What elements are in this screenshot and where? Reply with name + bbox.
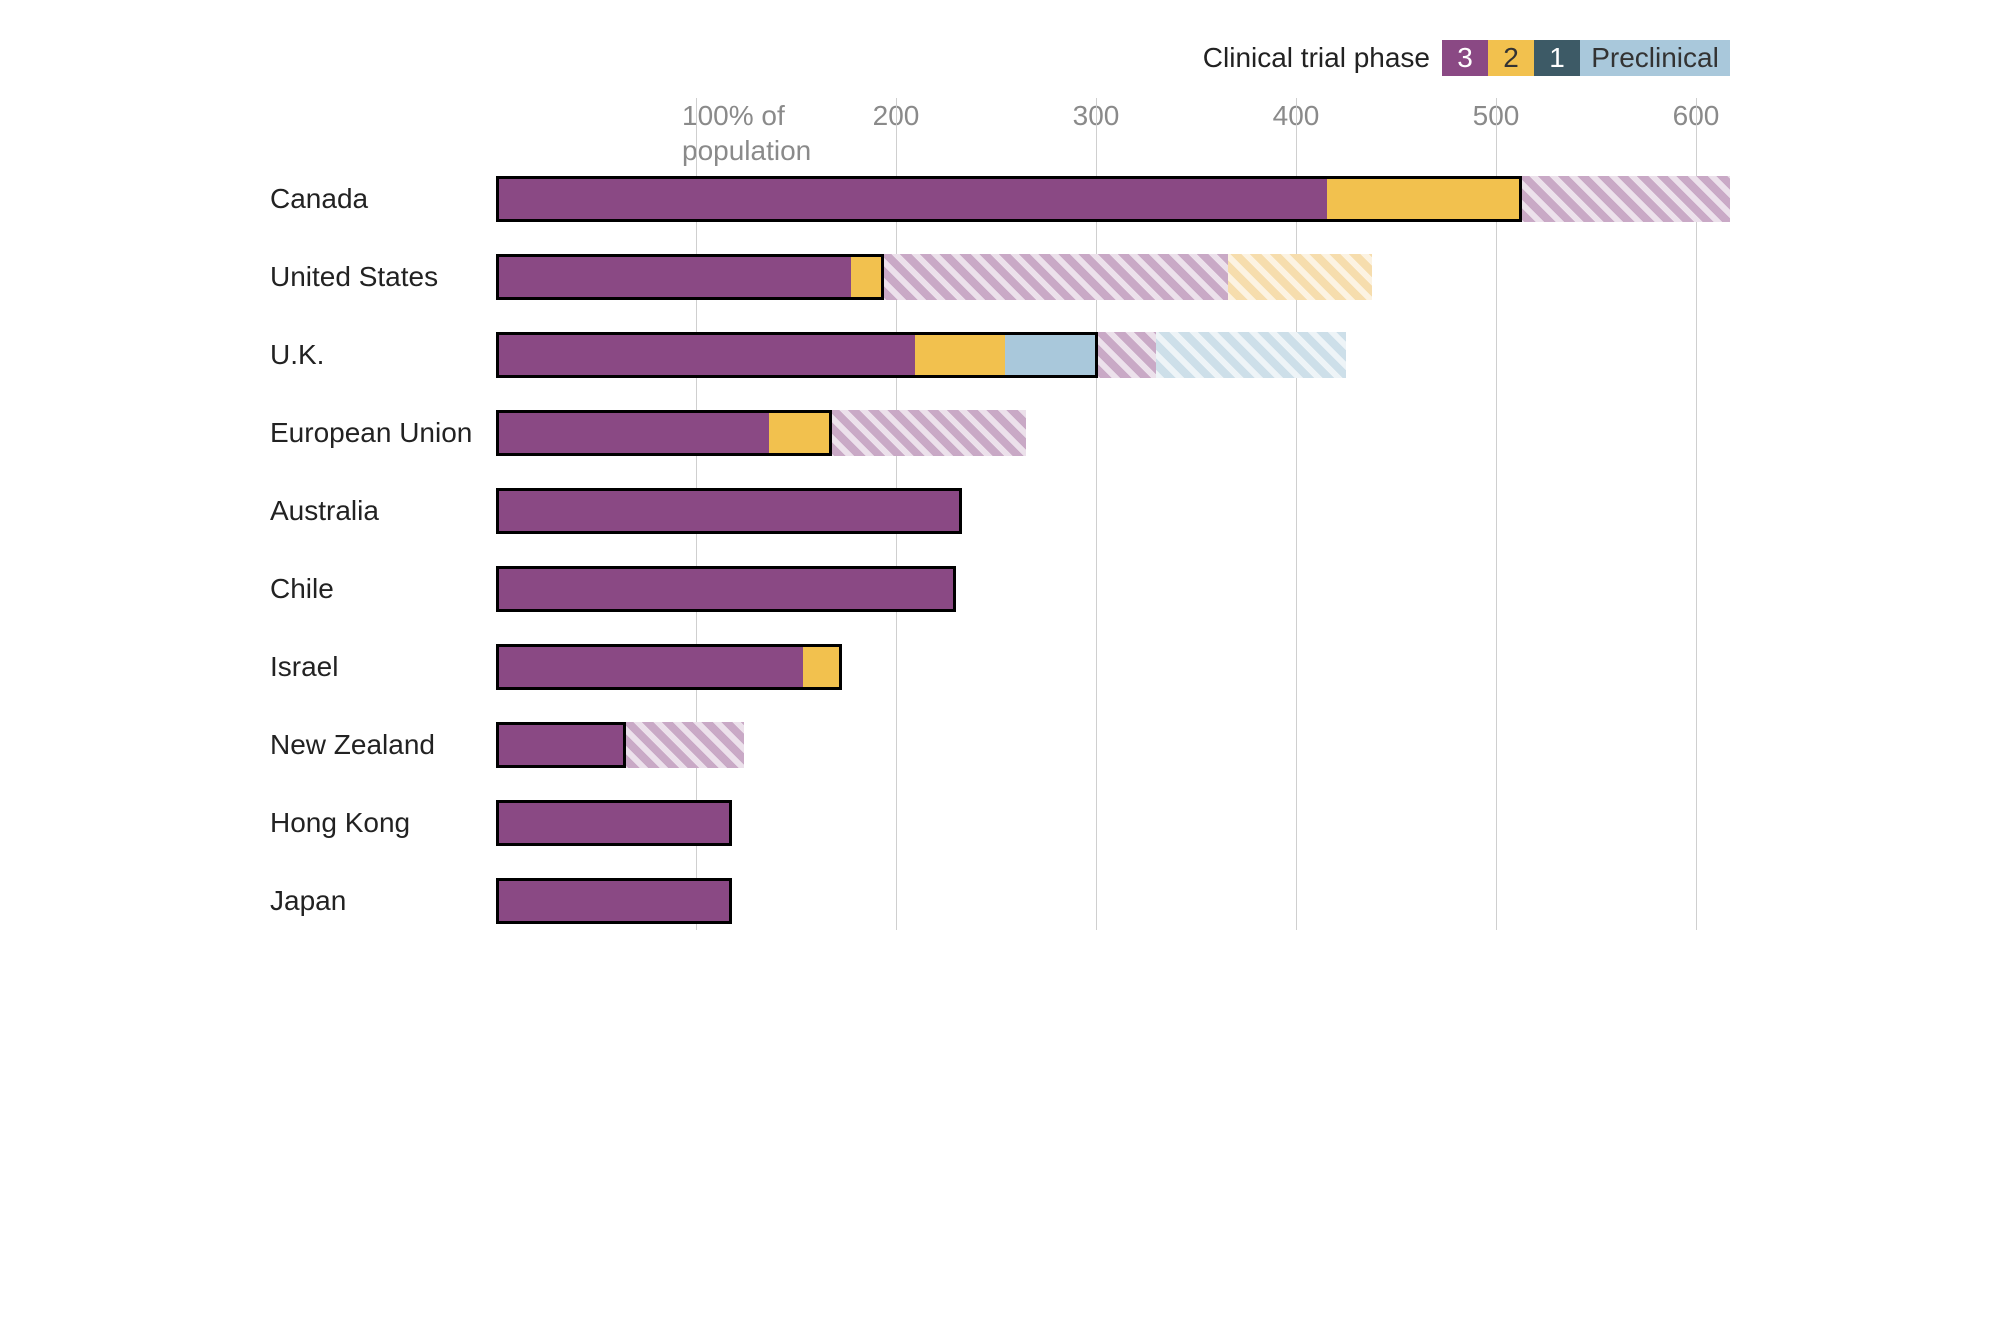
- segment-committed-phase2: [1327, 179, 1519, 219]
- axis-tick-label: 500: [1473, 98, 1520, 133]
- bar-committed: [496, 176, 1522, 222]
- segment-committed-phase1: [1005, 335, 1095, 375]
- segment-committed-phase2: [851, 257, 881, 297]
- segment-committed-phase2: [915, 335, 1005, 375]
- axis-tick-line: 600: [1673, 100, 1720, 131]
- segment-committed-phase3: [499, 725, 623, 765]
- row-label: Chile: [270, 560, 496, 618]
- axis-spacer: [270, 90, 496, 170]
- gridline: [1496, 98, 1497, 930]
- axis-tick-label: 300: [1073, 98, 1120, 133]
- segment-optional-phase3: [1092, 332, 1156, 378]
- row-label: Hong Kong: [270, 794, 496, 852]
- axis-track: 100% of population 200 300 400 500 600: [496, 90, 1730, 170]
- axis-tick-line: 500: [1473, 100, 1520, 131]
- bars-area: CanadaUnited StatesU.K.European UnionAus…: [496, 170, 1730, 930]
- axis-tick-label: 600: [1673, 98, 1720, 133]
- legend-title: Clinical trial phase: [1203, 42, 1430, 74]
- segment-committed-phase2: [803, 647, 839, 687]
- axis-tick-line: population: [682, 135, 811, 166]
- axis-tick-line: 300: [1073, 100, 1120, 131]
- row-label: United States: [270, 248, 496, 306]
- legend-item: 1: [1534, 40, 1580, 76]
- gridline: [1296, 98, 1297, 930]
- segment-optional-phase3: [1516, 176, 1730, 222]
- legend-item: Preclinical: [1580, 40, 1730, 76]
- gridline: [1096, 98, 1097, 930]
- segment-committed-phase3: [499, 803, 729, 843]
- bar-committed: [496, 488, 962, 534]
- bar-optional: [1516, 176, 1730, 222]
- segment-optional-phase3: [826, 410, 1026, 456]
- axis-labels: 100% of population 200 300 400 500 600: [496, 90, 1730, 170]
- bar-optional: [1092, 332, 1346, 378]
- axis-tick-line: 200: [873, 100, 920, 131]
- bar-committed: [496, 410, 832, 456]
- legend-swatch: Preclinical: [1580, 40, 1730, 76]
- segment-committed-phase3: [499, 257, 851, 297]
- row-label: Israel: [270, 638, 496, 696]
- bar-committed: [496, 644, 842, 690]
- segment-committed-phase3: [499, 647, 803, 687]
- axis-tick-label: 400: [1273, 98, 1320, 133]
- bar-committed: [496, 254, 884, 300]
- bar-committed: [496, 332, 1098, 378]
- row-label: U.K.: [270, 326, 496, 384]
- plot-area: 100% of population 200 300 400 500 600 Canada U…: [270, 90, 1730, 930]
- axis-tick-label: 100% of population: [682, 98, 811, 168]
- legend: Clinical trial phase 321Preclinical: [270, 40, 1730, 76]
- segment-committed-phase2: [769, 413, 829, 453]
- rows-holder: Canada United States U.K. European Union Aus…: [270, 170, 1730, 930]
- axis-row: 100% of population 200 300 400 500 600: [270, 90, 1730, 170]
- segment-committed-phase3: [499, 413, 769, 453]
- bar-optional: [620, 722, 744, 768]
- legend-swatch: 1: [1534, 40, 1580, 76]
- bar-committed: [496, 800, 732, 846]
- bar-committed: [496, 566, 956, 612]
- row-label: European Union: [270, 404, 496, 462]
- row-label: Japan: [270, 872, 496, 930]
- bar-committed: [496, 722, 626, 768]
- gridline: [1696, 98, 1697, 930]
- row-label: New Zealand: [270, 716, 496, 774]
- segment-committed-phase3: [499, 179, 1327, 219]
- segment-committed-phase3: [499, 491, 959, 531]
- axis-tick-label: 200: [873, 98, 920, 133]
- segment-committed-phase3: [499, 335, 915, 375]
- segment-committed-phase3: [499, 881, 729, 921]
- legend-item: 3: [1442, 40, 1488, 76]
- axis-tick-line: 400: [1273, 100, 1320, 131]
- row-label: Canada: [270, 170, 496, 228]
- legend-swatch: 3: [1442, 40, 1488, 76]
- bar-committed: [496, 878, 732, 924]
- axis-tick-line: 100% of: [682, 100, 785, 131]
- legend-item: 2: [1488, 40, 1534, 76]
- segment-optional-phase3: [620, 722, 744, 768]
- bar-optional: [826, 410, 1026, 456]
- segment-optional-phase3: [878, 254, 1228, 300]
- segment-optional-phase2: [1228, 254, 1372, 300]
- row-label: Australia: [270, 482, 496, 540]
- bar-optional: [878, 254, 1372, 300]
- chart-container: Clinical trial phase 321Preclinical 100%…: [270, 40, 1730, 930]
- segment-optional-phase1: [1156, 332, 1346, 378]
- legend-swatch: 2: [1488, 40, 1534, 76]
- segment-committed-phase3: [499, 569, 953, 609]
